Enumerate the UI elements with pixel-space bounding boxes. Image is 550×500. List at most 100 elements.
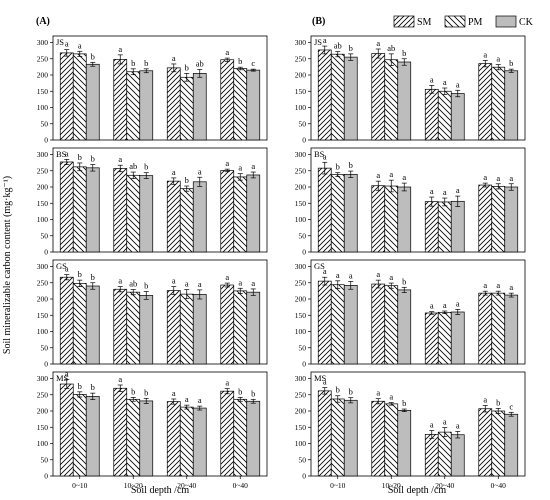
significance-letter: a [172, 167, 176, 177]
bar-pm [384, 285, 399, 365]
bar-sm [166, 180, 181, 253]
bar-ck [139, 175, 154, 253]
significance-letter: a [430, 301, 434, 311]
significance-letter: b [78, 381, 82, 391]
bar-pm [491, 66, 506, 141]
significance-letter: a [456, 185, 460, 195]
significance-letter: a [376, 269, 380, 279]
significance-letter: ab [334, 41, 342, 51]
y-tick-label: 150 [37, 423, 49, 432]
bar-pm [233, 68, 248, 141]
bar-ck [192, 407, 207, 477]
significance-letter: b [349, 160, 353, 170]
significance-letter: a [118, 44, 122, 54]
significance-letter: b [91, 154, 95, 164]
significance-letter: b [131, 386, 135, 396]
x-tick-label: 0~10 [330, 481, 346, 490]
y-tick-label: 0 [302, 136, 306, 145]
x-tick-label: 20~40 [435, 481, 454, 490]
bar-sm [59, 52, 74, 141]
plot-frame [52, 371, 268, 477]
significance-letter: a [65, 264, 69, 274]
y-tick-label: 250 [295, 54, 307, 63]
significance-letter: b [336, 162, 340, 172]
y-tick-label: 50 [299, 119, 307, 128]
bar-ck [343, 399, 358, 477]
y-tick-label: 300 [37, 374, 49, 383]
bar-pm [126, 398, 141, 477]
bar-sm [478, 292, 493, 365]
significance-letter: a [496, 173, 500, 183]
bar-ck [343, 56, 358, 141]
significance-letter: a [483, 49, 487, 59]
bar-pm [437, 431, 452, 477]
y-tick-label: 200 [295, 407, 307, 416]
significance-letter: a [185, 279, 189, 289]
y-tick-label: 50 [299, 343, 307, 352]
significance-letter: b [496, 397, 500, 407]
significance-letter: a [65, 39, 69, 49]
y-tick-label: 150 [295, 87, 307, 96]
significance-letter: b [509, 58, 513, 68]
plot-frame [310, 147, 526, 253]
bar-pm [179, 293, 194, 365]
bar-sm [478, 408, 493, 477]
significance-letter: b [185, 175, 189, 185]
significance-letter: a [198, 395, 202, 405]
bar-sm [317, 280, 332, 365]
bar-ck [343, 173, 358, 253]
significance-letter: b [349, 387, 353, 397]
significance-letter: b [238, 386, 242, 396]
y-tick-label: 200 [295, 71, 307, 80]
significance-letter: a [376, 170, 380, 180]
significance-letter: b [144, 281, 148, 291]
significance-letter: a [172, 276, 176, 286]
bar-sm [371, 185, 386, 253]
significance-letter: b [144, 162, 148, 172]
y-tick-label: 150 [295, 311, 307, 320]
y-tick-label: 250 [37, 390, 49, 399]
y-tick-label: 150 [295, 423, 307, 432]
y-tick-label: 100 [295, 327, 307, 336]
bar-pm [384, 185, 399, 253]
bar-pm [491, 410, 506, 477]
panel-label-a: (A) [36, 16, 50, 27]
significance-letter: a [430, 420, 434, 430]
significance-letter: a [456, 420, 460, 430]
significance-letter: a [483, 394, 487, 404]
bar-sm [220, 284, 235, 365]
significance-letter: b [185, 62, 189, 72]
y-tick-label: 300 [37, 150, 49, 159]
plot-frame [310, 35, 526, 141]
bar-pm [72, 53, 87, 141]
bar-ck [85, 396, 100, 477]
significance-letter: b [349, 43, 353, 53]
bar-ck [450, 311, 465, 365]
significance-letter: a [376, 388, 380, 398]
plot-label-js: JS [314, 37, 322, 47]
bar-pm [437, 311, 452, 365]
significance-letter: a [251, 161, 255, 171]
y-tick-label: 250 [37, 166, 49, 175]
significance-letter: a [238, 277, 242, 287]
significance-letter: a [225, 272, 229, 282]
significance-letter: b [251, 388, 255, 398]
y-tick-label: 250 [37, 54, 49, 63]
significance-letter: c [509, 401, 513, 411]
y-tick-label: 200 [37, 71, 49, 80]
bar-ck [397, 61, 412, 141]
x-tick-label: 10~20 [124, 481, 143, 490]
bar-sm [59, 161, 74, 253]
significance-letter: a [443, 77, 447, 87]
significance-letter: a [323, 266, 327, 276]
y-tick-label: 0 [44, 136, 48, 145]
y-tick-label: 250 [37, 278, 49, 287]
y-tick-label: 0 [44, 248, 48, 257]
significance-letter: a [185, 394, 189, 404]
bar-ck [397, 186, 412, 253]
bar-pm [330, 174, 345, 253]
significance-letter: a [323, 35, 327, 45]
